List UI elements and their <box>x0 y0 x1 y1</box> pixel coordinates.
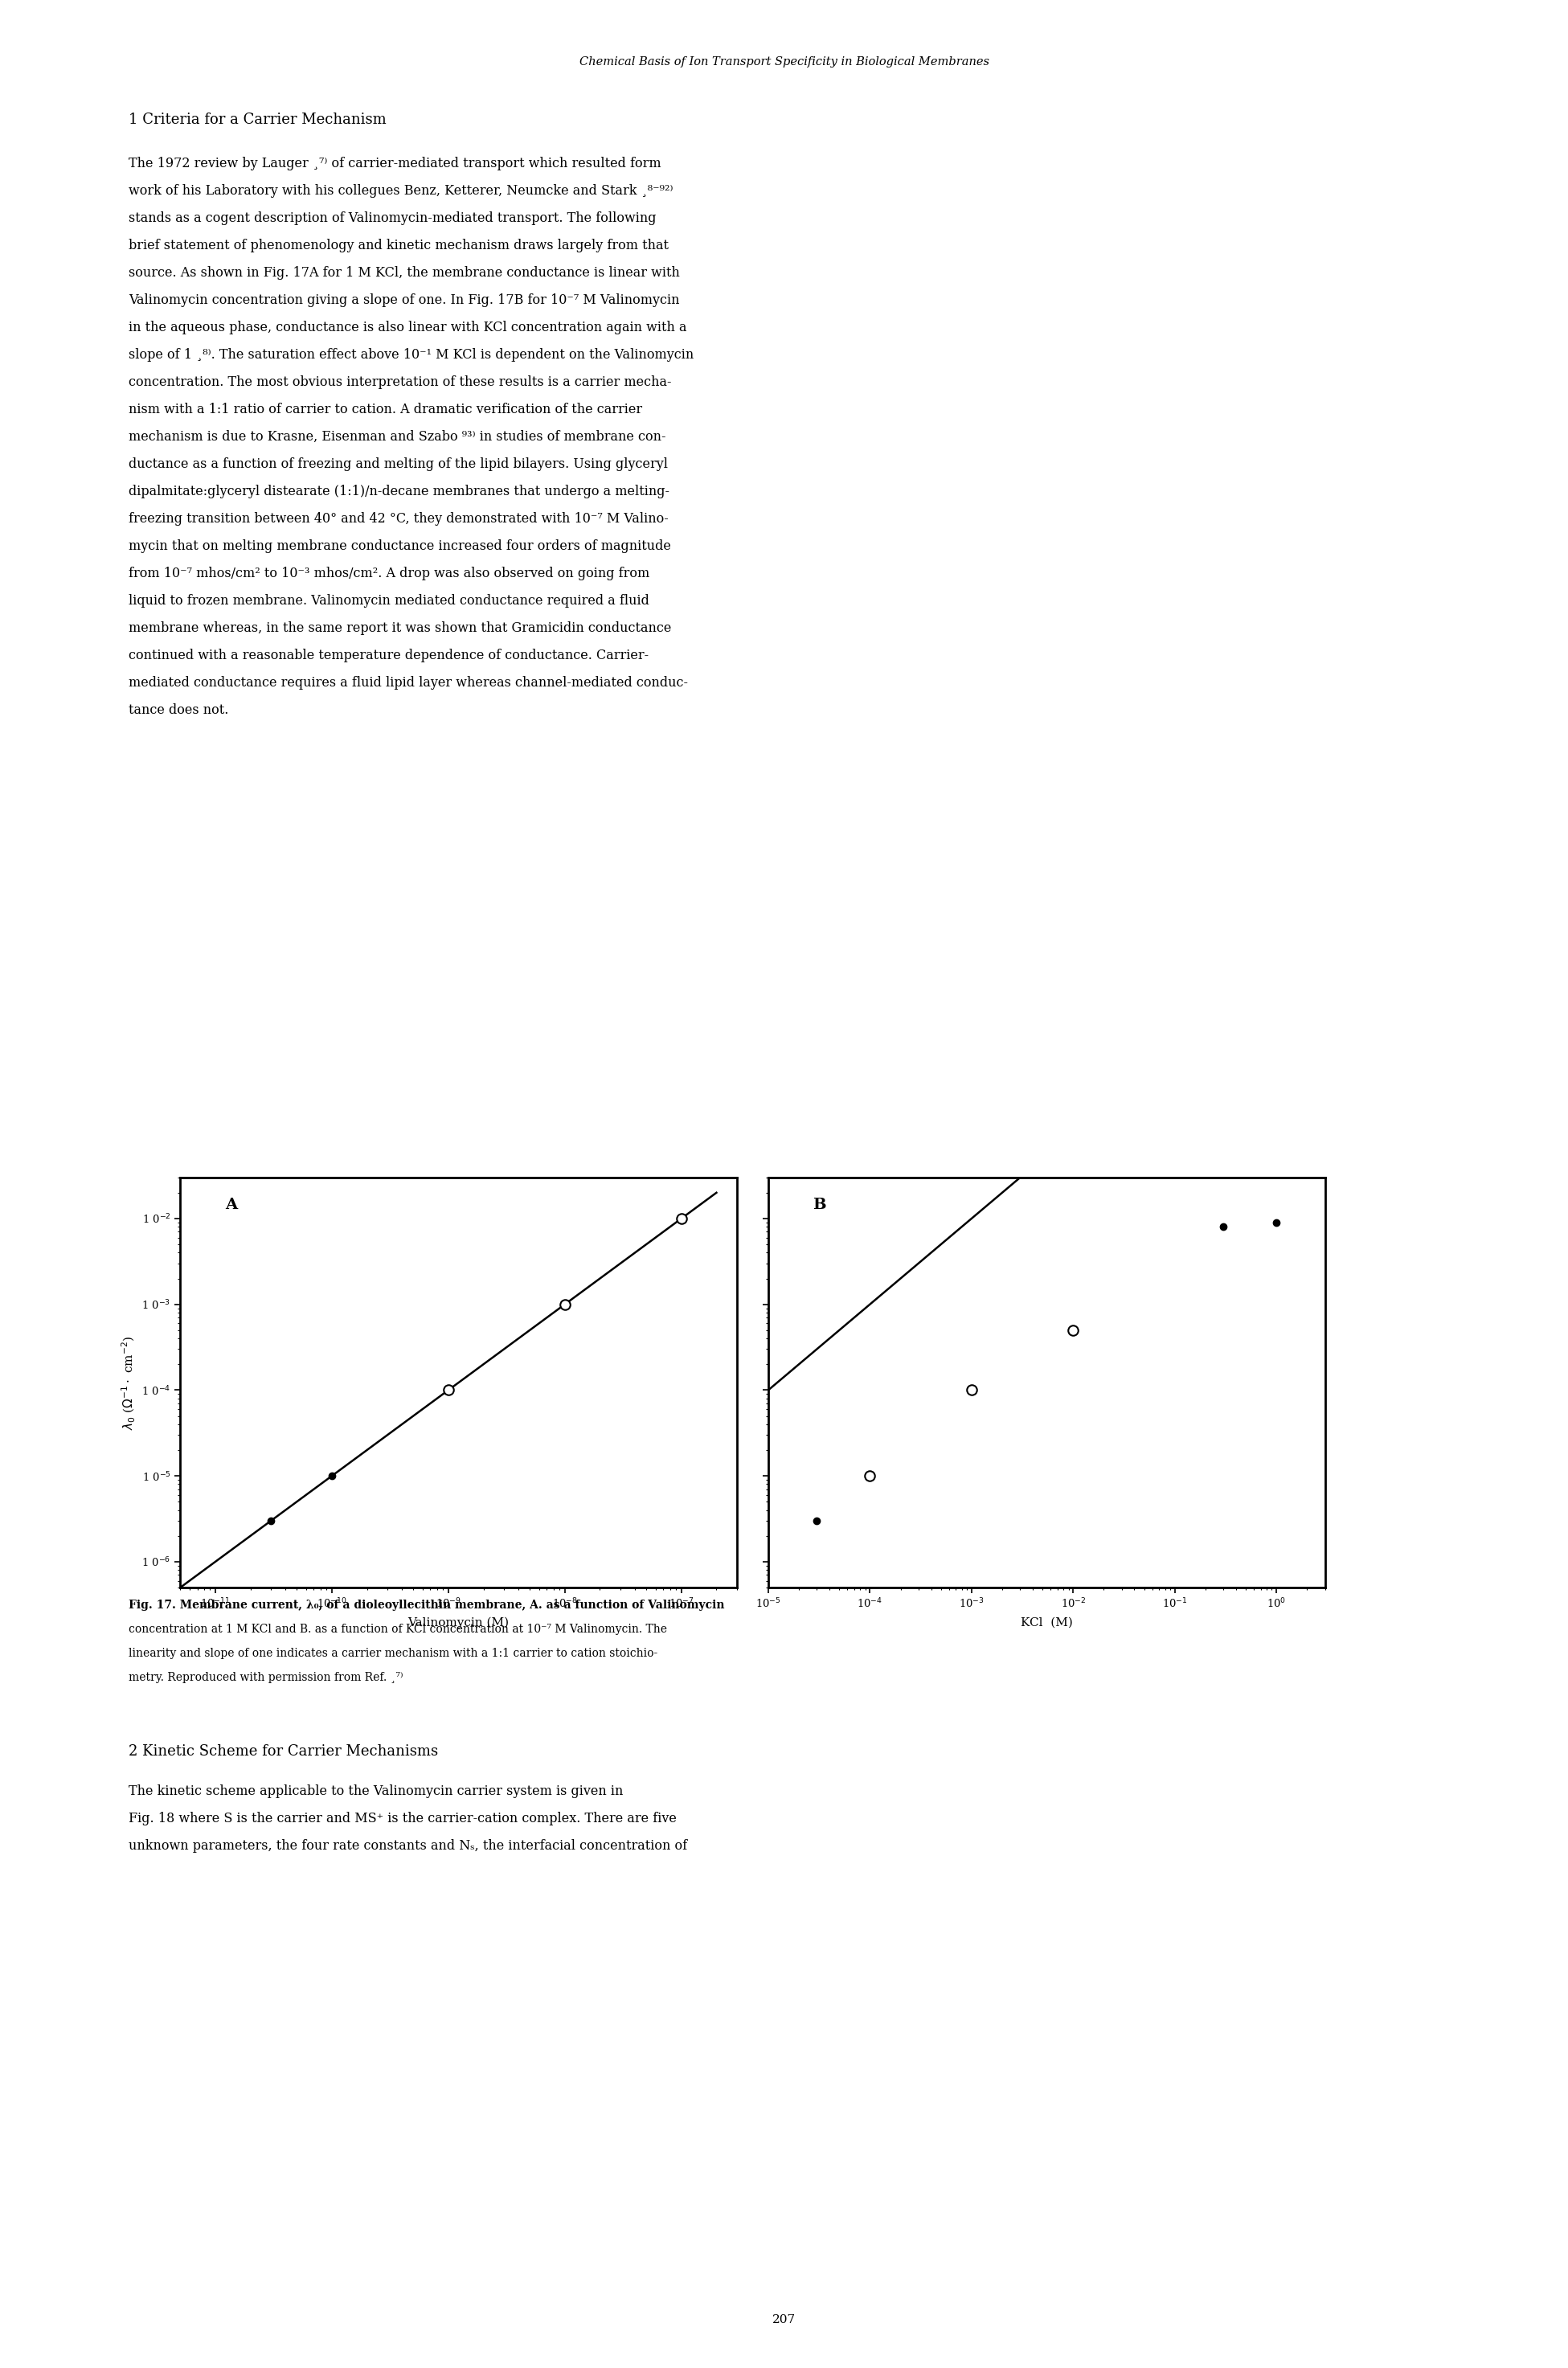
Text: The kinetic scheme applicable to the Valinomycin carrier system is given in: The kinetic scheme applicable to the Val… <box>129 1785 622 1797</box>
Text: mechanism is due to Krasne, Eisenman and Szabo ⁹³⁾ in studies of membrane con-: mechanism is due to Krasne, Eisenman and… <box>129 431 666 443</box>
Text: from 10⁻⁷ mhos/cm² to 10⁻³ mhos/cm². A drop was also observed on going from: from 10⁻⁷ mhos/cm² to 10⁻³ mhos/cm². A d… <box>129 566 649 580</box>
Text: source. As shown in Fig. 17A for 1 M KCl, the membrane conductance is linear wit: source. As shown in Fig. 17A for 1 M KCl… <box>129 265 681 279</box>
Text: stands as a cogent description of Valinomycin-mediated transport. The following: stands as a cogent description of Valino… <box>129 211 655 225</box>
Text: The 1972 review by Lauger ¸⁷⁾ of carrier-mediated transport which resulted form: The 1972 review by Lauger ¸⁷⁾ of carrier… <box>129 156 662 170</box>
Text: 2 Kinetic Scheme for Carrier Mechanisms: 2 Kinetic Scheme for Carrier Mechanisms <box>129 1745 437 1759</box>
Text: mediated conductance requires a fluid lipid layer whereas channel-mediated condu: mediated conductance requires a fluid li… <box>129 675 688 689</box>
Text: A: A <box>224 1198 237 1212</box>
Text: 207: 207 <box>773 2314 795 2325</box>
Text: in the aqueous phase, conductance is also linear with KCl concentration again wi: in the aqueous phase, conductance is als… <box>129 320 687 334</box>
Text: dipalmitate:glyceryl distearate (1:1)/n-decane membranes that undergo a melting-: dipalmitate:glyceryl distearate (1:1)/n-… <box>129 485 670 497</box>
Text: linearity and slope of one indicates a carrier mechanism with a 1:1 carrier to c: linearity and slope of one indicates a c… <box>129 1648 657 1660</box>
X-axis label: Valinomycin (M): Valinomycin (M) <box>408 1617 510 1629</box>
Text: brief statement of phenomenology and kinetic mechanism draws largely from that: brief statement of phenomenology and kin… <box>129 239 668 253</box>
Text: slope of 1 ¸⁸⁾. The saturation effect above 10⁻¹ M KCl is dependent on the Valin: slope of 1 ¸⁸⁾. The saturation effect ab… <box>129 348 693 362</box>
Text: continued with a reasonable temperature dependence of conductance. Carrier-: continued with a reasonable temperature … <box>129 649 649 663</box>
Text: work of his Laboratory with his collegues Benz, Ketterer, Neumcke and Stark ¸⁸⁻⁹: work of his Laboratory with his collegue… <box>129 185 673 199</box>
Text: Fig. 17. Membrane current, λ₀, of a dioleoyllecithin membrane, A. as a function : Fig. 17. Membrane current, λ₀, of a diol… <box>129 1598 724 1610</box>
Text: nism with a 1:1 ratio of carrier to cation. A dramatic verification of the carri: nism with a 1:1 ratio of carrier to cati… <box>129 403 643 417</box>
Text: tance does not.: tance does not. <box>129 703 229 718</box>
X-axis label: KCl  (M): KCl (M) <box>1021 1617 1073 1629</box>
Text: liquid to frozen membrane. Valinomycin mediated conductance required a fluid: liquid to frozen membrane. Valinomycin m… <box>129 594 649 609</box>
Text: membrane whereas, in the same report it was shown that Gramicidin conductance: membrane whereas, in the same report it … <box>129 620 671 635</box>
Text: Fig. 18 where S is the carrier and MS⁺ is the carrier-cation complex. There are : Fig. 18 where S is the carrier and MS⁺ i… <box>129 1812 677 1826</box>
Text: unknown parameters, the four rate constants and Nₛ, the interfacial concentratio: unknown parameters, the four rate consta… <box>129 1840 687 1852</box>
Text: 1 Criteria for a Carrier Mechanism: 1 Criteria for a Carrier Mechanism <box>129 114 386 128</box>
Y-axis label: $\lambda_0$ ($\Omega^{-1}\cdot$ cm$^{-2}$): $\lambda_0$ ($\Omega^{-1}\cdot$ cm$^{-2}… <box>121 1336 136 1430</box>
Text: metry. Reproduced with permission from Ref. ¸⁷⁾: metry. Reproduced with permission from R… <box>129 1672 403 1684</box>
Text: concentration. The most obvious interpretation of these results is a carrier mec: concentration. The most obvious interpre… <box>129 377 671 388</box>
Text: Valinomycin concentration giving a slope of one. In Fig. 17B for 10⁻⁷ M Valinomy: Valinomycin concentration giving a slope… <box>129 294 679 308</box>
Text: concentration at 1 M KCl and B. as a function of KCl concentration at 10⁻⁷ M Val: concentration at 1 M KCl and B. as a fun… <box>129 1624 666 1634</box>
Text: Chemical Basis of Ion Transport Specificity in Biological Membranes: Chemical Basis of Ion Transport Specific… <box>579 57 989 69</box>
Text: mycin that on melting membrane conductance increased four orders of magnitude: mycin that on melting membrane conductan… <box>129 540 671 554</box>
Text: ductance as a function of freezing and melting of the lipid bilayers. Using glyc: ductance as a function of freezing and m… <box>129 457 668 471</box>
Text: freezing transition between 40° and 42 °C, they demonstrated with 10⁻⁷ M Valino-: freezing transition between 40° and 42 °… <box>129 511 668 526</box>
Text: B: B <box>812 1198 826 1212</box>
